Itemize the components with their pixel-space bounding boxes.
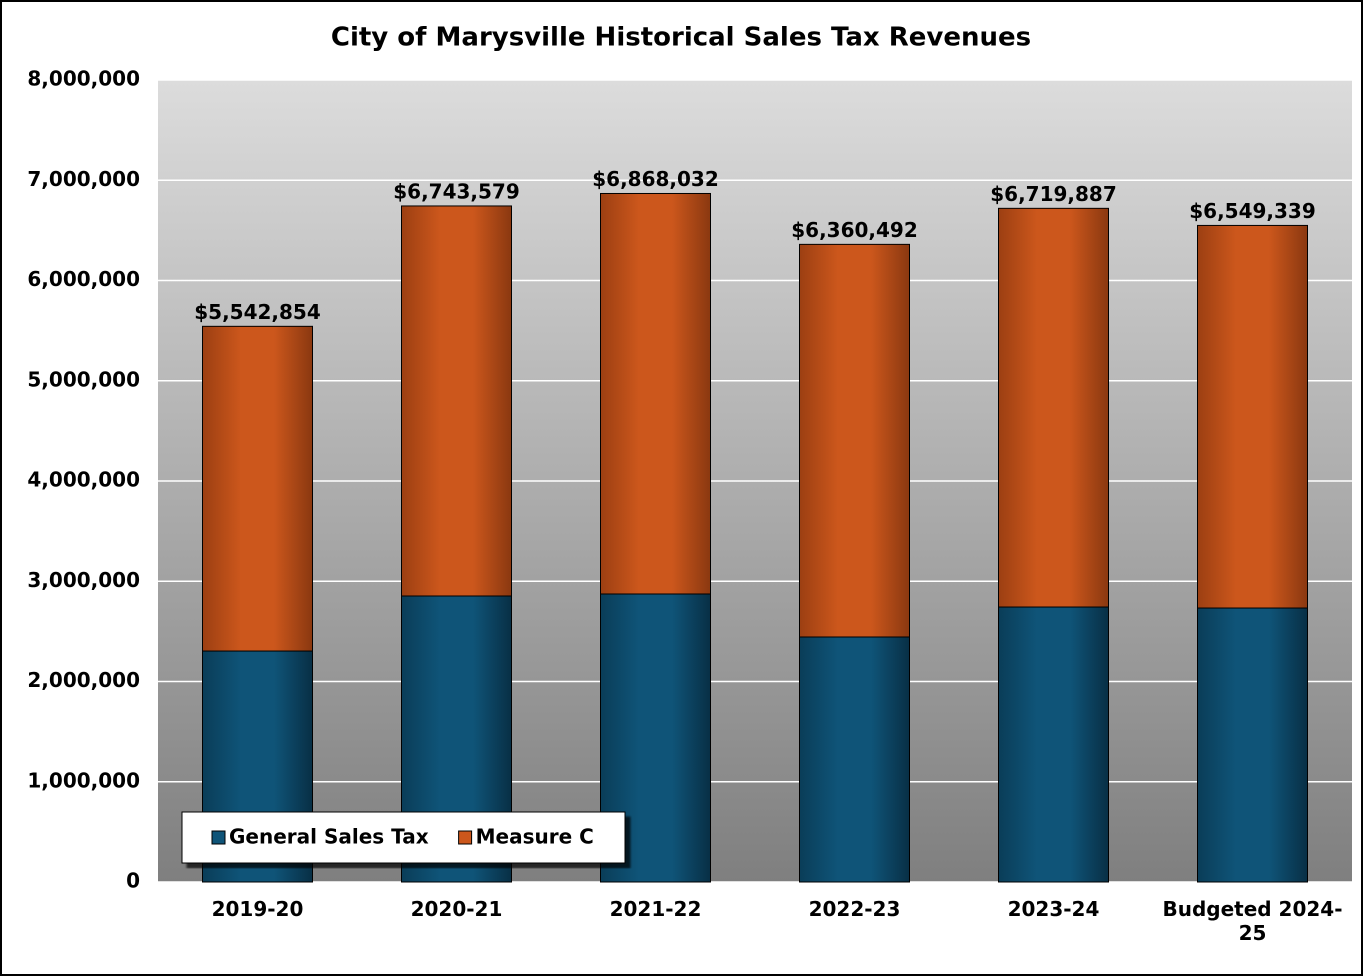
y-tick-label: 0 [126,869,140,893]
y-tick-label: 4,000,000 [27,468,140,492]
bar-segment [401,205,512,597]
legend-box [181,811,626,864]
y-tick-label: 2,000,000 [27,668,140,692]
bar-segment [1197,224,1308,609]
legend-swatch [458,830,473,845]
x-tick-label: 2022-23 [808,897,901,921]
total-label: $6,743,579 [393,179,520,203]
y-tick-label: 6,000,000 [27,267,140,291]
x-tick-label: Budgeted 2024-25 [1162,897,1343,945]
bar-segment [799,243,910,638]
bar-segment [799,636,910,883]
bar-segment [202,325,313,652]
total-label: $6,360,492 [791,218,918,242]
legend-label: General Sales Tax [229,825,429,849]
y-tick-label: 3,000,000 [27,568,140,592]
y-tick-label: 1,000,000 [27,768,140,792]
y-tick-label: 7,000,000 [27,167,140,191]
bar-segment [998,207,1109,608]
bar-segment [1197,607,1308,883]
x-tick-label: 2020-21 [410,897,503,921]
y-tick-label: 8,000,000 [27,67,140,91]
total-label: $6,868,032 [592,167,719,191]
x-tick-label: 2021-22 [609,897,702,921]
y-tick-label: 5,000,000 [27,367,140,391]
legend-swatch [211,830,226,845]
chart-title: City of Marysville Historical Sales Tax … [331,23,1031,53]
total-label: $6,719,887 [990,182,1117,206]
legend-label: Measure C [476,825,594,849]
bar-segment [998,606,1109,883]
x-tick-label: 2023-24 [1007,897,1100,921]
total-label: $6,549,339 [1189,199,1316,223]
x-tick-label: 2019-20 [211,897,304,921]
total-label: $5,542,854 [194,300,321,324]
bar-segment [600,192,711,595]
